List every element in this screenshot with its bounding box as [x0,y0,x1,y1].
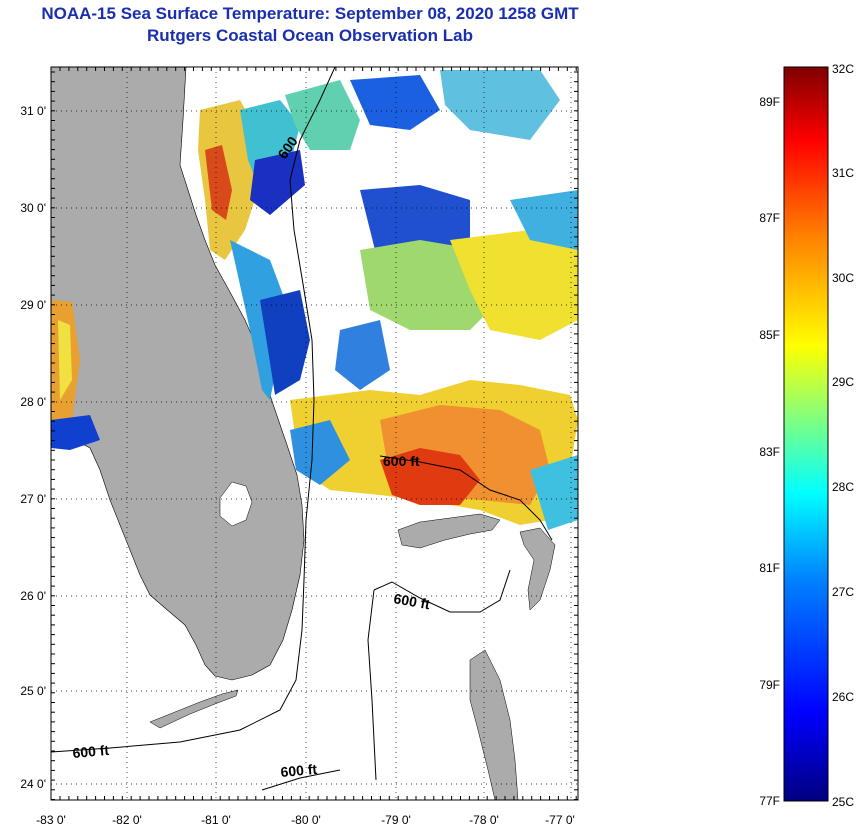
map-subtitle: Rutgers Coastal Ocean Observation Lab [147,26,473,45]
colorbar-label-f: 87F [759,211,780,225]
lat-label: 31 0' [20,104,46,118]
longitude-axis: -83 0' -82 0' -81 0' -80 0' -79 0' -78 0… [36,813,575,827]
lat-label: 25 0' [20,684,46,698]
colorbar-label-f: 79F [759,678,780,692]
lon-label: -77 0' [545,813,575,827]
lon-label: -79 0' [381,813,411,827]
colorbar-label-f: 85F [759,328,780,342]
colorbar-label-c: 25C [832,795,854,809]
florida-keys [149,689,239,729]
colorbar-label-c: 32C [832,62,854,76]
colorbar-label-c: 29C [832,375,854,389]
lon-label: -80 0' [291,813,321,827]
contour-label-gulfstream: 600 ft [383,453,420,469]
lat-label: 30 0' [20,201,46,215]
depth-contours [51,67,553,791]
colorbar-label-f: 77F [759,794,780,808]
abaco-island [519,527,556,611]
contour-label-bahamas: 600 ft [392,590,431,612]
lat-label: 28 0' [20,395,46,409]
lat-label: 27 0' [20,492,46,506]
map-title: NOAA-15 Sea Surface Temperature: Septemb… [41,4,579,23]
sst-data-field [51,70,578,530]
colorbar-label-f: 81F [759,561,780,575]
colorbar-label-c: 26C [832,690,854,704]
lake-okeechobee [219,481,253,527]
latitude-axis: 31 0' 30 0' 29 0' 28 0' 27 0' 26 0' 25 0… [20,104,46,791]
andros-island [469,649,519,800]
colorbar [783,66,829,802]
colorbar-label-c: 31C [832,166,854,180]
lon-label: -78 0' [469,813,499,827]
lat-label: 29 0' [20,298,46,312]
lon-label: -81 0' [201,813,231,827]
colorbar-label-c: 27C [832,585,854,599]
lon-label: -83 0' [36,813,66,827]
map-border [50,66,579,801]
lon-label: -82 0' [112,813,142,827]
grand-bahama [397,513,501,549]
colorbar-label-c: 28C [832,480,854,494]
graticule [51,67,578,800]
contour-label-keys: 600 ft [72,742,110,761]
colorbar-label-f: 89F [759,95,780,109]
colorbar-label-f: 83F [759,445,780,459]
lat-label: 26 0' [20,589,46,603]
colorbar-label-c: 30C [832,271,854,285]
axis-ticks [51,67,578,800]
colorbar-fahrenheit-labels: 89F 87F 85F 83F 81F 79F 77F [759,95,780,808]
contour-label-south: 600 ft [280,761,318,780]
colorbar-celsius-labels: 32C 31C 30C 29C 28C 27C 26C 25C [832,62,854,809]
florida-landmass [51,67,305,681]
lat-label: 24 0' [20,777,46,791]
